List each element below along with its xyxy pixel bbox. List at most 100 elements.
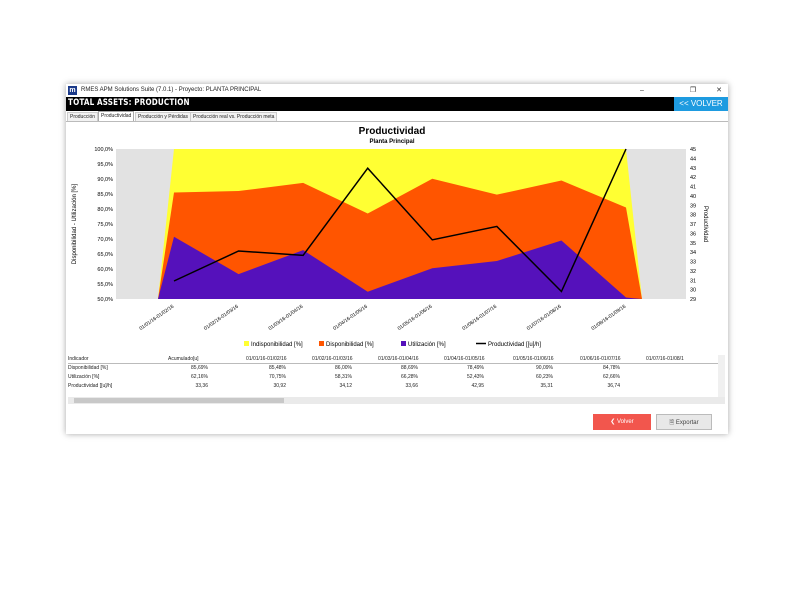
left-tick-label: 100,0% <box>94 147 113 153</box>
table-row: Utilización [%] 62,16% 70,75% 58,31% 66,28% 5… <box>68 373 718 381</box>
line-series-productividad <box>173 148 627 293</box>
productivity-chart: Productividad Planta Principal 100,0% 95,… <box>72 126 708 348</box>
right-tick-label: 44 <box>690 156 696 162</box>
table-cell: 33,36 <box>195 383 208 389</box>
minimize-icon[interactable]: – <box>640 87 644 94</box>
left-tick-label: 80,0% <box>97 207 113 213</box>
table-cell: 58,31% <box>335 374 352 380</box>
table-cell: 84,78% <box>603 365 620 371</box>
table-header-cell: 01/02/16-01/03/16 <box>312 356 353 362</box>
right-tick-label: 31 <box>690 278 696 284</box>
x-tick-label: 01/03/16-01/04/16 <box>268 304 305 332</box>
table-cell: 36,74 <box>607 383 620 389</box>
exportar-label: Exportar <box>675 420 699 426</box>
table-cell: 42,95 <box>471 383 484 389</box>
close-icon[interactable]: ✕ <box>716 87 722 94</box>
left-tick-label: 60,0% <box>97 267 113 273</box>
table-vertical-scrollbar[interactable] <box>718 355 725 397</box>
right-tick-label: 39 <box>690 203 696 209</box>
right-tick-label: 45 <box>690 147 696 153</box>
table-cell: 30,92 <box>273 383 286 389</box>
legend-entry: Disponibilidad [%] <box>326 342 374 348</box>
x-tick-label: 01/04/16-01/05/16 <box>332 304 369 332</box>
indicator-table: Indicador Acumulado[u] 01/01/16-01/02/16 01… <box>68 355 725 405</box>
module-header: TOTAL ASSETS: PRODUCTION <box>66 97 728 111</box>
left-tick-label: 75,0% <box>97 222 113 228</box>
table-cell: 88,69% <box>401 365 418 371</box>
tab-productividad[interactable]: Productividad <box>98 111 135 121</box>
x-tick-label: 01/06/16-01/07/16 <box>461 304 498 332</box>
table-header-cell: 01/05/16-01/06/16 <box>513 356 554 362</box>
back-arrow-icon: ❮ <box>610 419 617 425</box>
export-icon: 🗎 <box>669 420 676 426</box>
right-tick-label: 38 <box>690 213 696 219</box>
legend-entry: Indisponibilidad [%] <box>251 342 303 348</box>
y-axis-left-label: Disponibilidad - Utilización [%] <box>72 183 78 264</box>
right-tick-label: 29 <box>690 297 696 303</box>
left-tick-label: 70,0% <box>97 237 113 243</box>
tab-bar: Producción Productividad Producción y Pé… <box>66 111 728 122</box>
table-cell: 85,69% <box>191 365 208 371</box>
right-tick-label: 32 <box>690 269 696 275</box>
scrollbar-thumb[interactable] <box>74 398 284 403</box>
table-row: Productividad [[u]/h] 33,36 30,92 34,12 33,6… <box>68 382 718 390</box>
table-header-cell: 01/07/16-01/08/1 <box>646 356 684 362</box>
chart-subtitle: Planta Principal <box>369 139 414 145</box>
table-header-cell: 01/04/16-01/05/16 <box>444 356 485 362</box>
table-cell: Productividad [[u]/h] <box>68 383 113 389</box>
left-tick-label: 55,0% <box>97 282 113 288</box>
y-axis-right-label: Productividad <box>702 206 708 242</box>
table-cell: 85,48% <box>269 365 286 371</box>
right-tick-label: 33 <box>690 260 696 266</box>
tab-produccion-perdidas[interactable]: Producción y Pérdidas <box>135 112 192 121</box>
right-tick-label: 40 <box>690 194 696 200</box>
volver-button[interactable]: ❮ Volver <box>593 414 651 430</box>
area-series-2 <box>158 236 642 299</box>
x-tick-label: 01/05/16-01/06/16 <box>397 304 434 332</box>
left-tick-label: 95,0% <box>97 162 113 168</box>
right-tick-label: 36 <box>690 231 696 237</box>
left-tick-label: 85,0% <box>97 192 113 198</box>
table-cell: Disponibilidad [%] <box>68 365 108 371</box>
tab-produccion-real-meta[interactable]: Producción real vs. Producción meta <box>190 112 278 121</box>
table-header-cell: 01/06/16-01/07/16 <box>580 356 621 362</box>
exportar-button[interactable]: 🗎 Exportar <box>656 414 712 430</box>
tab-produccion[interactable]: Producción <box>67 112 99 121</box>
chart-title: Productividad <box>359 126 426 137</box>
left-tick-label: 90,0% <box>97 177 113 183</box>
right-tick-label: 42 <box>690 175 696 181</box>
table-header-row: Indicador Acumulado[u] 01/01/16-01/02/16 01… <box>68 355 718 364</box>
x-tick-label: 01/07/16-01/08/16 <box>526 304 563 332</box>
title-bar: m RMES APM Solutions Suite (7.0.1) - Pro… <box>66 84 728 97</box>
table-horizontal-scrollbar[interactable] <box>68 397 725 404</box>
right-tick-label: 37 <box>690 222 696 228</box>
right-tick-label: 35 <box>690 241 696 247</box>
module-title: TOTAL ASSETS: PRODUCTION <box>68 98 190 108</box>
table-cell: 34,12 <box>339 383 352 389</box>
table-header-cell: 01/01/16-01/02/16 <box>246 356 287 362</box>
table-row: Disponibilidad [%] 85,69% 85,48% 86,00% 88,6… <box>68 364 718 372</box>
right-tick-label: 34 <box>690 250 696 256</box>
legend-swatch <box>401 341 406 346</box>
right-tick-label: 43 <box>690 166 696 172</box>
table-header-cell: Indicador <box>68 356 89 362</box>
right-tick-label: 30 <box>690 288 696 294</box>
table-cell: 33,66 <box>405 383 418 389</box>
restore-icon[interactable]: ❐ <box>689 87 697 94</box>
legend-swatch <box>319 341 324 346</box>
table-header-cell: 01/03/16-01/04/16 <box>378 356 419 362</box>
right-tick-label: 41 <box>690 185 696 191</box>
legend-entry: Productividad [[u]/h] <box>488 342 541 348</box>
legend-swatch <box>244 341 249 346</box>
app-logo-icon: m <box>68 86 77 95</box>
volver-label: Volver <box>617 419 634 425</box>
table-cell: 70,75% <box>269 374 286 380</box>
table-cell: 62,16% <box>191 374 208 380</box>
table-cell: 66,28% <box>401 374 418 380</box>
table-cell: 86,00% <box>335 365 352 371</box>
table-cell: 90,09% <box>536 365 553 371</box>
table-cell: Utilización [%] <box>68 374 100 380</box>
table-cell: 52,43% <box>467 374 484 380</box>
table-header-cell: Acumulado[u] <box>168 356 199 362</box>
volver-top-button[interactable]: << VOLVER <box>674 97 728 111</box>
